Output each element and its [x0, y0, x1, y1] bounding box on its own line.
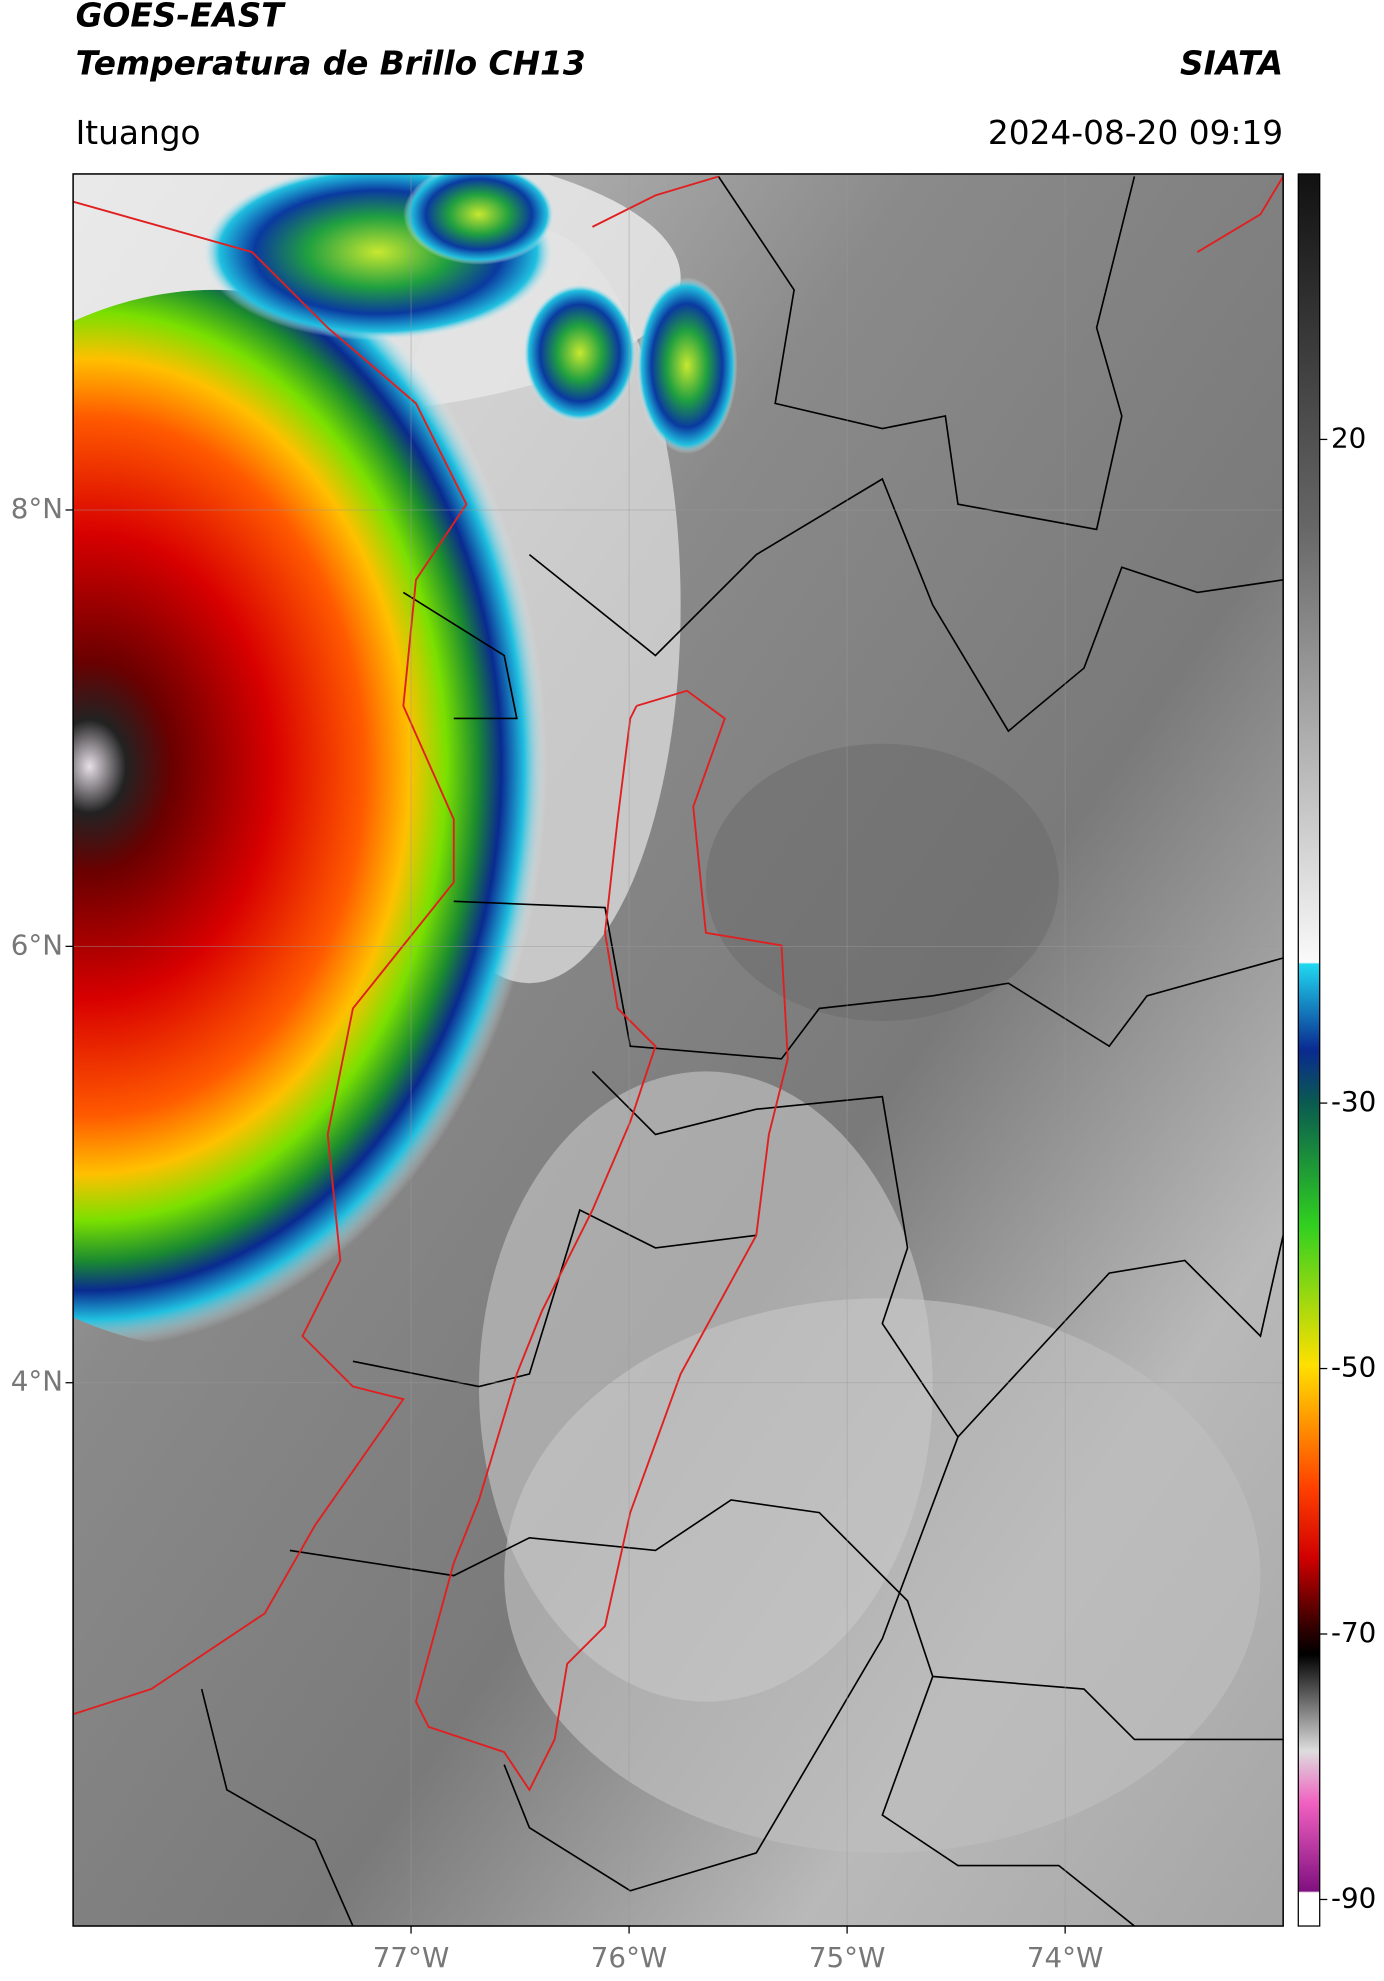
- map-image: [73, 173, 1284, 1927]
- location: Ituango: [76, 114, 201, 152]
- x-tick-label: 76°W: [591, 1941, 668, 1974]
- colorbar-tick-label: -90: [1331, 1881, 1376, 1914]
- subtitle: Temperatura de Brillo CH13: [76, 45, 586, 83]
- colorbar-tick-label: -50: [1331, 1351, 1376, 1384]
- colorbar-tick-label: 20: [1331, 421, 1366, 454]
- timestamp: 2024-08-20 09:19: [988, 114, 1283, 152]
- title: GOES-EAST: [76, 0, 287, 35]
- source: SIATA: [1180, 45, 1283, 83]
- colorbar-tick-label: -70: [1331, 1616, 1376, 1649]
- x-tick-label: 75°W: [809, 1941, 886, 1974]
- colorbar: [1297, 173, 1321, 1927]
- y-tick-label: 6°N: [11, 928, 63, 961]
- y-tick-label: 8°N: [11, 492, 63, 525]
- map-frame: [72, 173, 1284, 1927]
- colorbar-ticks: 20 -30 -50 -70 -90: [1319, 421, 1376, 1914]
- x-tick-label: 77°W: [373, 1941, 450, 1974]
- graticule: 77°W 76°W 75°W 74°W 8°N 6°N 4°N: [11, 173, 1284, 1974]
- colorbar-tick-label: -30: [1331, 1085, 1376, 1118]
- y-tick-label: 4°N: [11, 1365, 63, 1398]
- x-tick-label: 74°W: [1027, 1941, 1104, 1974]
